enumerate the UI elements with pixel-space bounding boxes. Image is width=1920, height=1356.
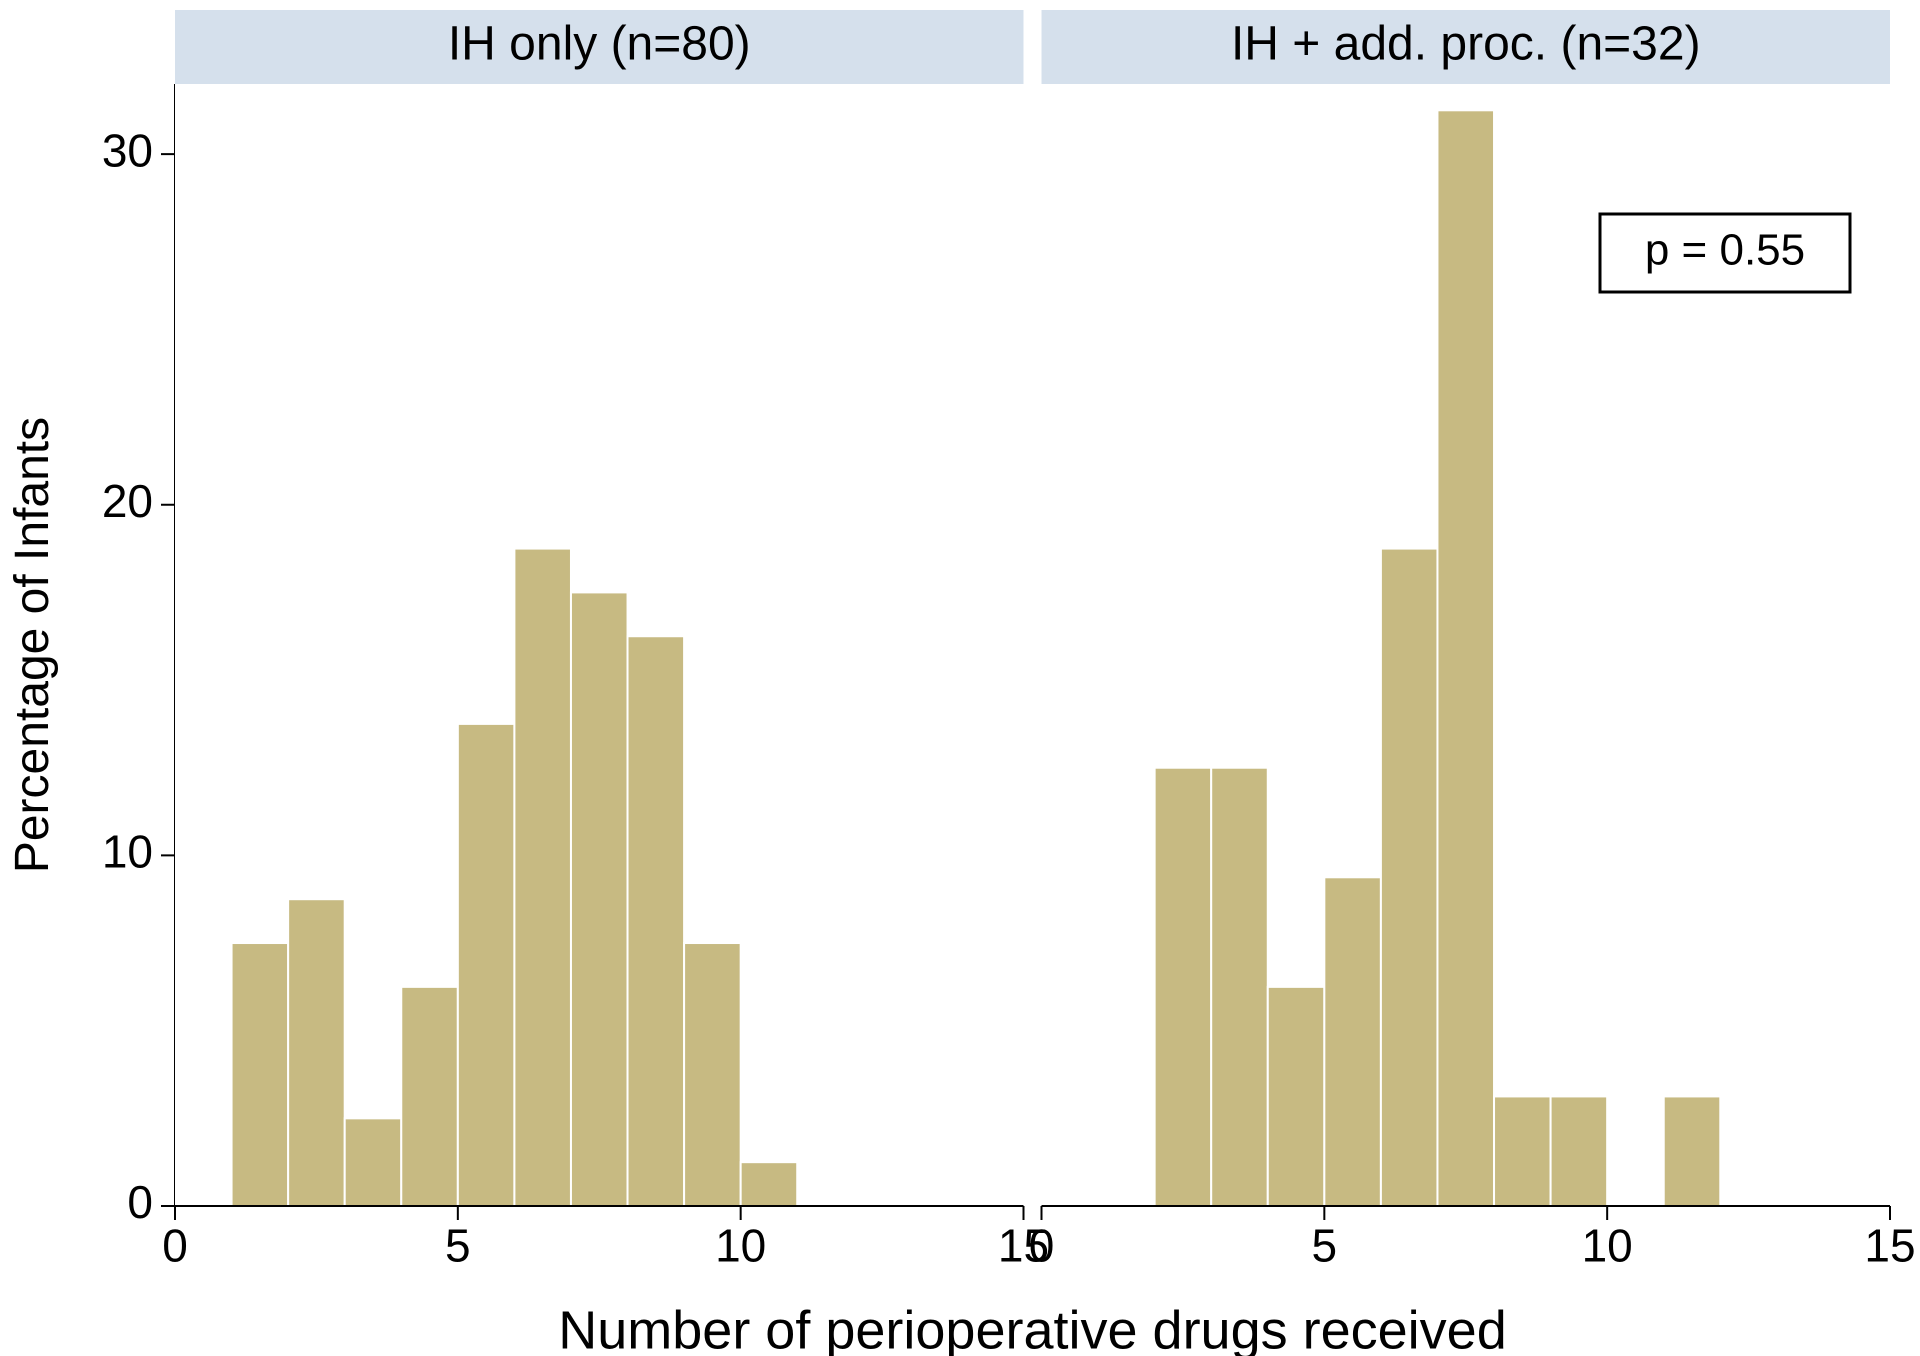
x-tick-label: 0 — [162, 1220, 188, 1272]
histogram-bar — [1494, 1096, 1551, 1206]
pvalue-text: p = 0.55 — [1645, 226, 1805, 275]
histogram-bar — [458, 724, 515, 1206]
x-tick-label: 5 — [1312, 1220, 1338, 1272]
histogram-bar — [1437, 110, 1494, 1206]
y-axis-label: Percentage of Infants — [6, 417, 59, 873]
y-tick-label: 20 — [102, 475, 153, 527]
histogram-bar — [345, 1118, 402, 1206]
histogram-bar — [1211, 768, 1268, 1206]
histogram-bar — [571, 592, 628, 1206]
x-tick-label: 15 — [1864, 1220, 1915, 1272]
histogram-bar — [232, 943, 289, 1206]
chart-container: Percentage of Infants 0 10 20 30 IH only (n=8… — [0, 0, 1920, 1356]
histogram-bar — [741, 1162, 798, 1206]
histogram-bar — [1551, 1096, 1608, 1206]
y-tick-label: 30 — [102, 124, 153, 176]
histogram-bar — [514, 549, 571, 1206]
histogram-bar — [288, 899, 345, 1206]
panel-title: IH only (n=80) — [448, 18, 751, 71]
x-tick-label: 0 — [1029, 1220, 1055, 1272]
x-axis-label: Number of perioperative drugs received — [558, 1300, 1506, 1356]
histogram-bar — [684, 943, 741, 1206]
panel-title: IH + add. proc. (n=32) — [1231, 18, 1701, 71]
histogram-bar — [1381, 549, 1438, 1206]
histogram-svg: Percentage of Infants 0 10 20 30 IH only (n=8… — [0, 0, 1920, 1356]
histogram-bar — [1664, 1096, 1721, 1206]
histogram-bar — [401, 987, 458, 1206]
x-tick-label: 10 — [715, 1220, 766, 1272]
histogram-bar — [1268, 987, 1325, 1206]
histogram-bar — [1155, 768, 1212, 1206]
x-tick-label: 5 — [445, 1220, 471, 1272]
histogram-bar — [628, 636, 685, 1206]
y-tick-label: 0 — [127, 1176, 153, 1228]
x-tick-label: 10 — [1582, 1220, 1633, 1272]
y-tick-label: 10 — [102, 826, 153, 878]
histogram-bar — [1324, 877, 1381, 1206]
